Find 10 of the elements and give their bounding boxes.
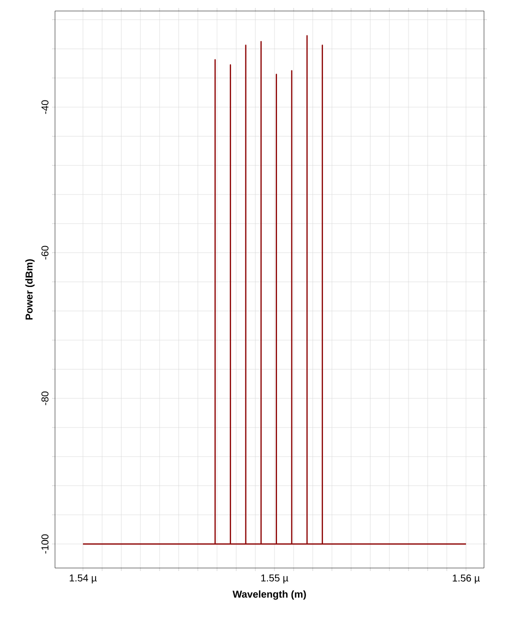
x-tick-label: 1.55 µ [261, 574, 288, 584]
y-tick-label: -40 [41, 100, 48, 114]
y-axis-title: Power (dBm) [25, 259, 35, 320]
y-tick-label: -60 [41, 246, 48, 260]
x-axis-title: Wavelength (m) [232, 590, 306, 600]
x-tick-label: 1.54 µ [70, 574, 97, 584]
y-tick-label: -80 [41, 392, 48, 406]
line-series [82, 35, 467, 545]
x-tick-label: 1.56 µ [452, 574, 480, 584]
y-tick-label: -100 [41, 534, 48, 554]
